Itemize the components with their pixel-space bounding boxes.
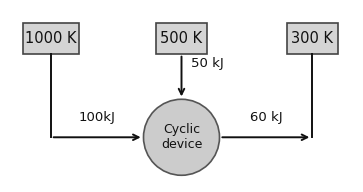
Text: Cyclic
device: Cyclic device [161,123,202,151]
FancyBboxPatch shape [23,23,79,54]
Ellipse shape [143,99,220,175]
FancyBboxPatch shape [156,23,207,54]
Text: 100kJ: 100kJ [79,111,115,124]
FancyBboxPatch shape [287,23,338,54]
Text: 300 K: 300 K [291,31,333,46]
Text: 1000 K: 1000 K [25,31,77,46]
Text: 500 K: 500 K [160,31,203,46]
Text: 50 kJ: 50 kJ [191,57,223,70]
Text: 60 kJ: 60 kJ [249,111,282,124]
